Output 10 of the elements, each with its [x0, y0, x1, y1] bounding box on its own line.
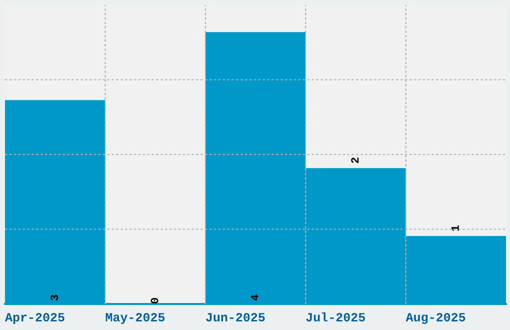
data-label: 3	[50, 294, 58, 301]
x-tick-label: Jun-2025	[206, 313, 265, 322]
data-label: 1	[451, 225, 459, 231]
x-tick-label: Apr-2025	[5, 313, 64, 324]
x-tick-label: May-2025	[106, 313, 165, 324]
data-label: 2	[351, 158, 359, 163]
data-label: 0	[150, 298, 158, 304]
x-tick-label: Jul-2025	[306, 312, 365, 322]
data-label: 4	[251, 294, 258, 301]
x-tick-label: Aug-2025	[406, 312, 466, 324]
